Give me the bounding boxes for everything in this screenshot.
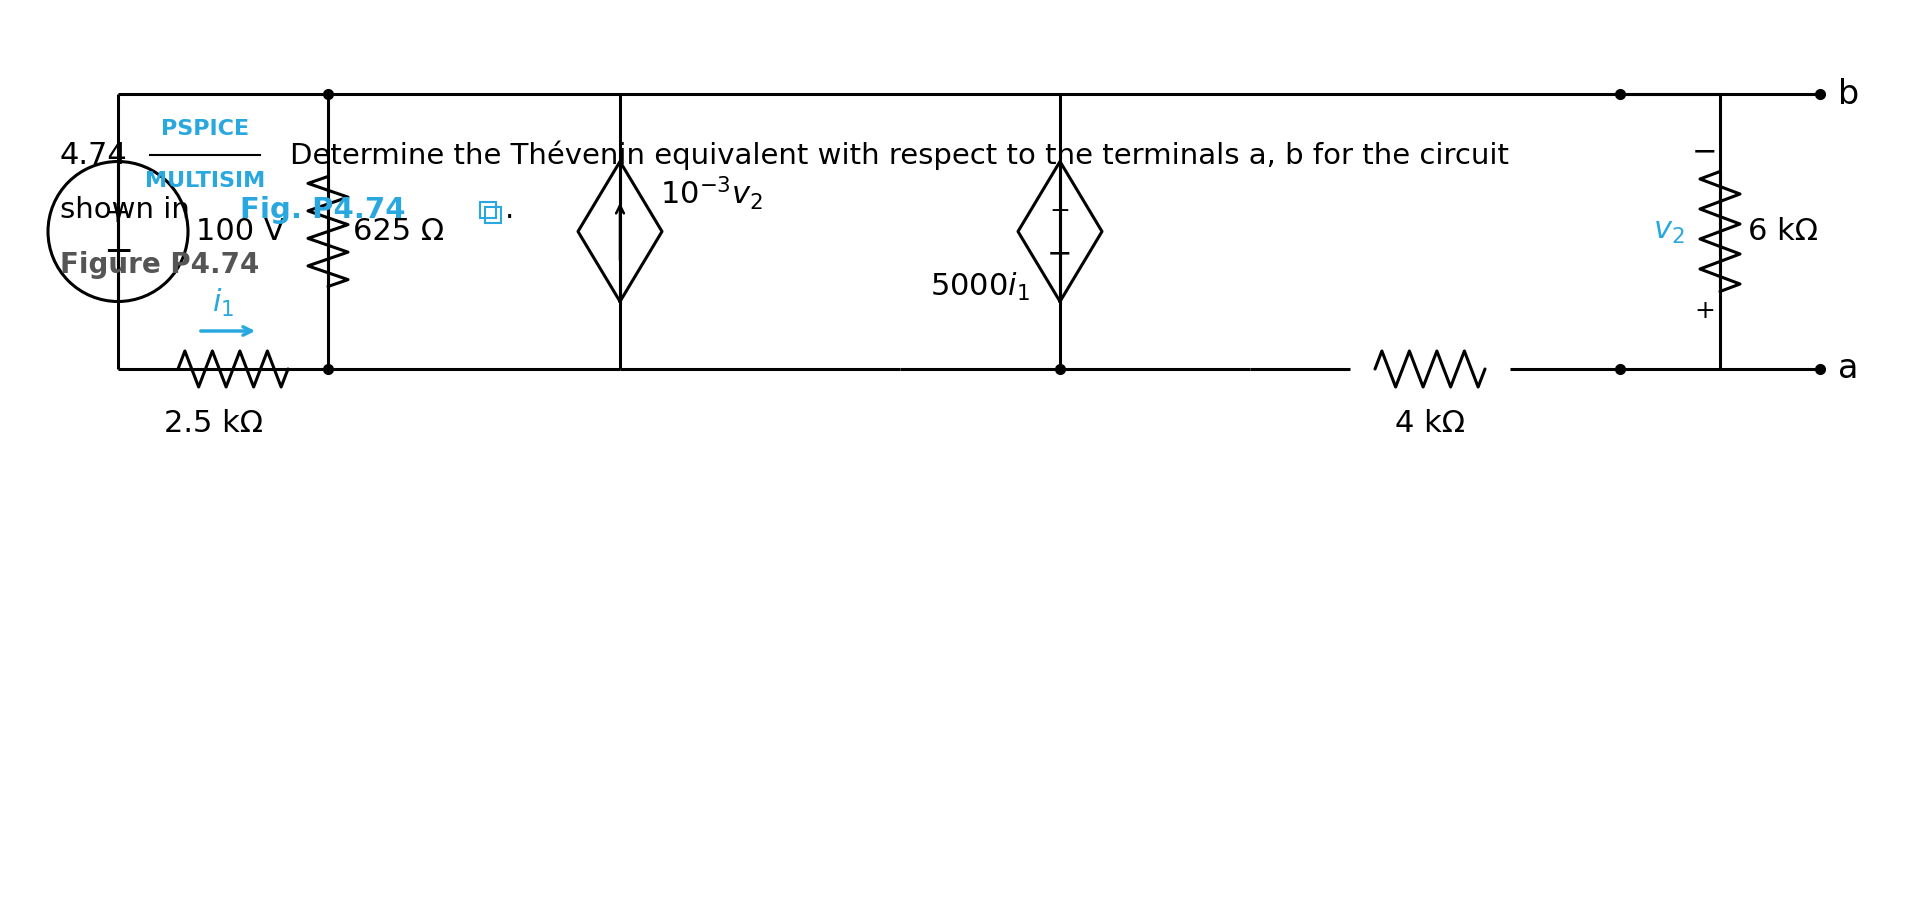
Text: $v_2$: $v_2$ [1652,217,1684,246]
Text: Figure P4.74: Figure P4.74 [59,251,259,279]
Text: +: + [1694,299,1714,323]
Text: +: + [1050,200,1071,224]
Text: −: − [103,235,133,269]
Text: PSPICE: PSPICE [160,119,250,139]
Text: b: b [1836,78,1857,111]
Text: 625 Ω: 625 Ω [352,217,444,246]
Bar [480,202,495,218]
Text: shown in: shown in [59,196,198,224]
Text: .: . [505,196,514,224]
Text: 6 kΩ: 6 kΩ [1747,217,1817,246]
Text: Fig. P4.74: Fig. P4.74 [240,196,406,224]
Text: a: a [1836,352,1857,385]
Text: 4 kΩ: 4 kΩ [1394,409,1465,439]
Text: 2.5 kΩ: 2.5 kΩ [164,409,263,439]
Text: −: − [1692,137,1716,166]
Text: $i_1$: $i_1$ [211,287,234,319]
Text: 4.74: 4.74 [59,140,128,169]
Text: $10^{-3}v_2$: $10^{-3}v_2$ [659,175,762,213]
Text: MULTISIM: MULTISIM [145,171,265,191]
Text: 100 V: 100 V [196,217,284,246]
Text: $5000i_1$: $5000i_1$ [930,271,1029,302]
Bar [484,207,501,223]
Text: −: − [1046,239,1073,268]
Text: Determine the Thévenin equivalent with respect to the terminals a, b for the cir: Determine the Thévenin equivalent with r… [290,140,1509,170]
Text: +: + [105,199,131,228]
